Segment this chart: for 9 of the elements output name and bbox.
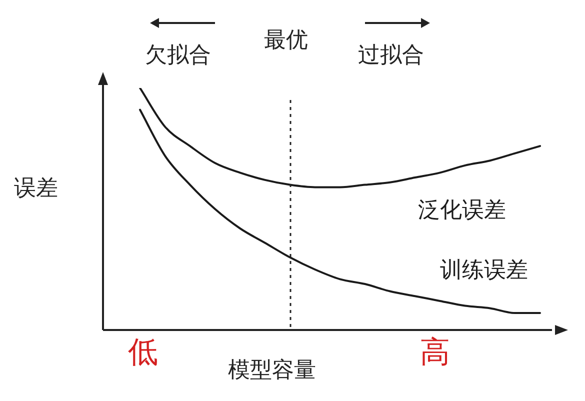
text: 欠拟合 xyxy=(145,43,211,68)
text: 低 xyxy=(128,335,158,370)
text: 最优 xyxy=(264,28,308,53)
text: 高 xyxy=(420,335,450,370)
x-axis-title: 模型容量 xyxy=(228,358,316,383)
series-label: 泛化误差 xyxy=(418,198,506,223)
text: 过拟合 xyxy=(358,43,424,68)
series-label: 训练误差 xyxy=(440,258,528,283)
y-axis-title: 误差 xyxy=(14,176,58,201)
